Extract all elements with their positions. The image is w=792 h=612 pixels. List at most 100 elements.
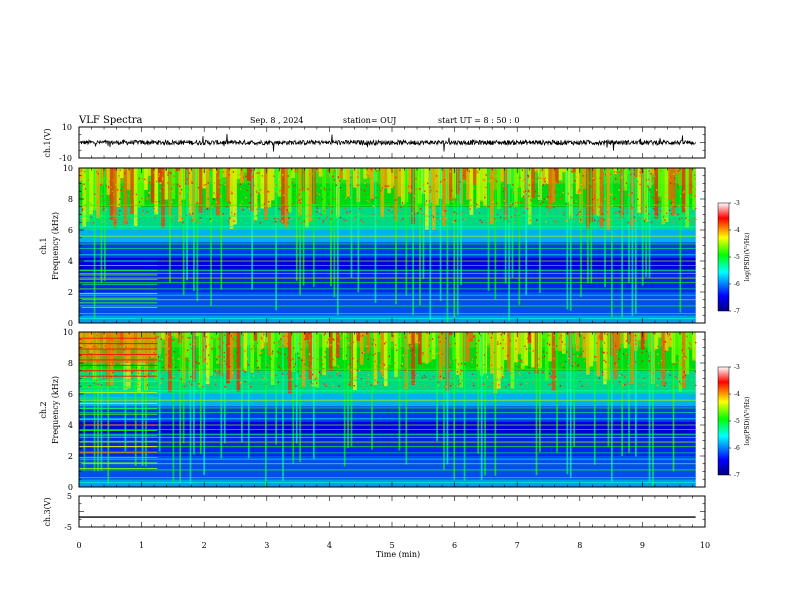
spectrogram-speckle <box>294 363 296 365</box>
spheric-streak <box>539 168 541 294</box>
spectrogram-speckle <box>202 385 204 388</box>
spectrogram-speckle <box>483 178 485 181</box>
colorbar-tick-label: -3 <box>734 364 740 371</box>
spectrogram-speckle <box>356 333 359 335</box>
spectrogram-speckle <box>476 347 478 349</box>
spectrogram-cell <box>411 332 416 385</box>
spectrogram-speckle <box>161 170 164 173</box>
spectrogram-speckle <box>226 205 228 208</box>
spectrogram-cell <box>531 168 535 198</box>
spectrogram-speckle <box>394 175 397 178</box>
spectrogram-speckle <box>357 365 359 367</box>
spectrogram-speckle <box>142 178 144 180</box>
spectrogram-speckle <box>455 199 457 201</box>
spectrogram-speckle <box>453 211 455 213</box>
spectrogram-speckle <box>211 348 213 350</box>
spectrogram-speckle <box>173 365 175 367</box>
spectrogram-speckle <box>263 203 266 205</box>
spectrogram-cell <box>226 332 231 384</box>
spectrogram-speckle <box>585 205 588 208</box>
spectrogram-band <box>79 242 696 258</box>
spectrogram-speckle <box>488 205 490 208</box>
spectrogram-speckle <box>296 169 299 171</box>
spectrogram-speckle <box>295 168 297 171</box>
spectrogram-speckle <box>309 173 311 176</box>
spectrogram-speckle <box>163 342 166 344</box>
spectrogram-speckle <box>575 176 577 178</box>
spectrogram-speckle <box>229 202 231 204</box>
spectrogram-speckle <box>410 189 412 192</box>
spectrogram-speckle <box>110 186 112 188</box>
spectrogram-cell <box>428 332 433 362</box>
spectrogram-speckle <box>222 213 224 215</box>
spectrogram-speckle <box>280 338 282 340</box>
spheric-streak <box>419 168 421 306</box>
spheric-streak <box>100 168 103 283</box>
spectrogram-speckle <box>132 196 134 199</box>
spectrogram-cell <box>562 332 566 354</box>
spectrogram-speckle <box>654 175 656 177</box>
spheric-streak <box>453 168 456 318</box>
spheric-streak <box>566 332 569 475</box>
spectrogram-speckle <box>634 219 636 221</box>
spectrogram-speckle <box>162 371 164 373</box>
spectrogram-speckle <box>349 184 351 187</box>
spectrogram-speckle <box>641 360 643 362</box>
spectrogram-speckle <box>685 217 687 219</box>
spectrogram-speckle <box>686 335 688 338</box>
spectrogram-speckle <box>112 213 115 216</box>
spectrogram-speckle <box>616 364 618 366</box>
spheric-streak <box>336 168 339 316</box>
spectrogram-speckle <box>525 190 527 193</box>
ch1-ytick-bottom: -10 <box>59 154 72 163</box>
spectrogram-speckle <box>511 192 513 194</box>
spectrogram-speckle <box>522 191 525 193</box>
spectrogram-speckle <box>596 342 598 344</box>
spectrogram-speckle <box>669 176 671 179</box>
spectrogram-speckle <box>489 216 491 219</box>
spectrogram-speckle <box>648 170 650 172</box>
spectrogram-speckle <box>218 355 220 358</box>
spectrogram-speckle <box>180 378 182 380</box>
spectrogram-speckle <box>579 211 581 213</box>
spectrogram-speckle <box>244 381 246 383</box>
spectrogram-speckle <box>374 360 376 363</box>
spheric-streak <box>556 332 558 453</box>
spectrogram-speckle <box>570 187 572 189</box>
time-axis-labels: 0 1 2 3 4 5 6 7 8 9 10 <box>76 541 710 550</box>
spectrogram-cell <box>661 168 666 225</box>
spectrogram-speckle <box>499 385 501 387</box>
spectrogram-cell <box>675 332 679 355</box>
spectrogram-speckle <box>344 207 347 210</box>
spectrogram-speckle <box>573 201 575 203</box>
spectrogram-speckle <box>695 207 697 210</box>
spectrogram-cell <box>531 332 535 368</box>
spectrogram-speckle <box>223 356 225 358</box>
spectrogram-speckle <box>356 332 358 335</box>
spectrogram-speckle <box>325 369 328 372</box>
spectrogram-speckle <box>657 362 660 364</box>
spectrogram-cell <box>548 168 553 209</box>
freq-tick-label: 6 <box>68 390 73 399</box>
spectrogram-speckle <box>212 206 214 208</box>
spectrogram-speckle <box>521 169 523 171</box>
spectrogram-speckle <box>497 378 499 380</box>
spectrogram-speckle <box>647 185 649 188</box>
spectrogram-speckle <box>329 206 331 208</box>
spectrogram-speckle <box>675 376 677 378</box>
spectrogram-speckle <box>634 186 636 188</box>
spectrogram-speckle <box>571 184 573 186</box>
spectrogram-speckle <box>274 217 276 220</box>
spectrogram-speckle <box>162 345 164 348</box>
spectrogram-cell <box>623 168 628 191</box>
spectrogram-speckle <box>520 201 522 204</box>
spectrogram-speckle <box>645 216 647 218</box>
spectrogram-speckle <box>531 212 533 214</box>
spectrogram-speckle <box>677 187 679 189</box>
spectrogram-cell <box>322 168 326 215</box>
spectrogram-cell <box>359 332 364 365</box>
spectrogram-speckle <box>129 180 131 183</box>
spectrogram-speckle <box>204 182 207 185</box>
spectrogram-speckle <box>239 346 241 348</box>
spectrogram-speckle <box>135 193 137 196</box>
